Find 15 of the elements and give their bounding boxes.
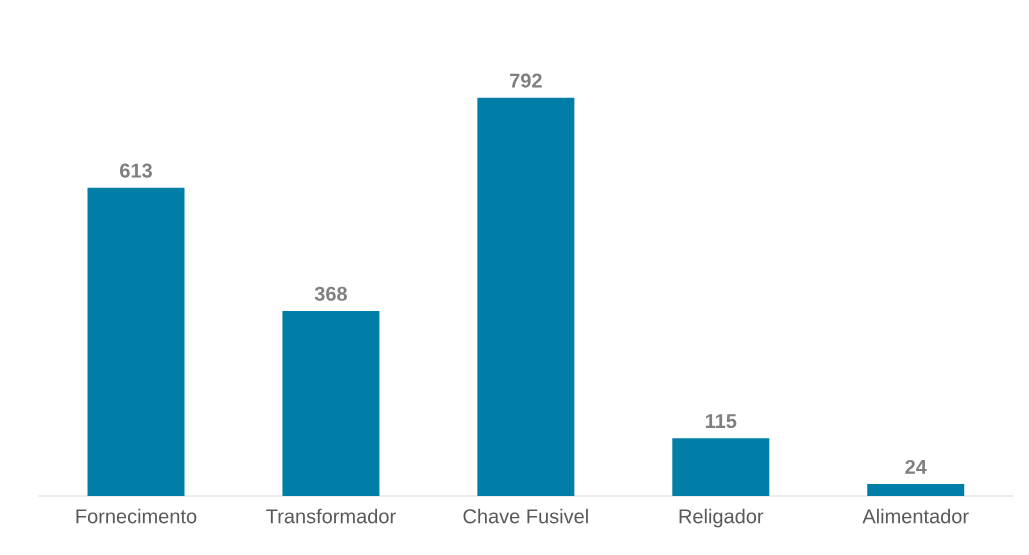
data-label: 24: [905, 459, 927, 474]
bar: [87, 187, 185, 496]
bar: [282, 310, 380, 496]
x-tick-label: Transformador: [266, 508, 396, 524]
bar: [672, 438, 770, 496]
data-label: 115: [705, 414, 737, 429]
bar: [477, 97, 575, 496]
bar: [867, 483, 965, 496]
x-tick-label: Religador: [679, 508, 764, 528]
data-label: 792: [510, 73, 542, 88]
x-tick-label: Fornecimento: [76, 508, 197, 524]
x-tick-label: Chave Fusivel: [463, 508, 588, 524]
data-label: 368: [314, 286, 347, 301]
data-label: 613: [120, 163, 152, 178]
x-tick-label: Alimentador: [862, 508, 969, 524]
